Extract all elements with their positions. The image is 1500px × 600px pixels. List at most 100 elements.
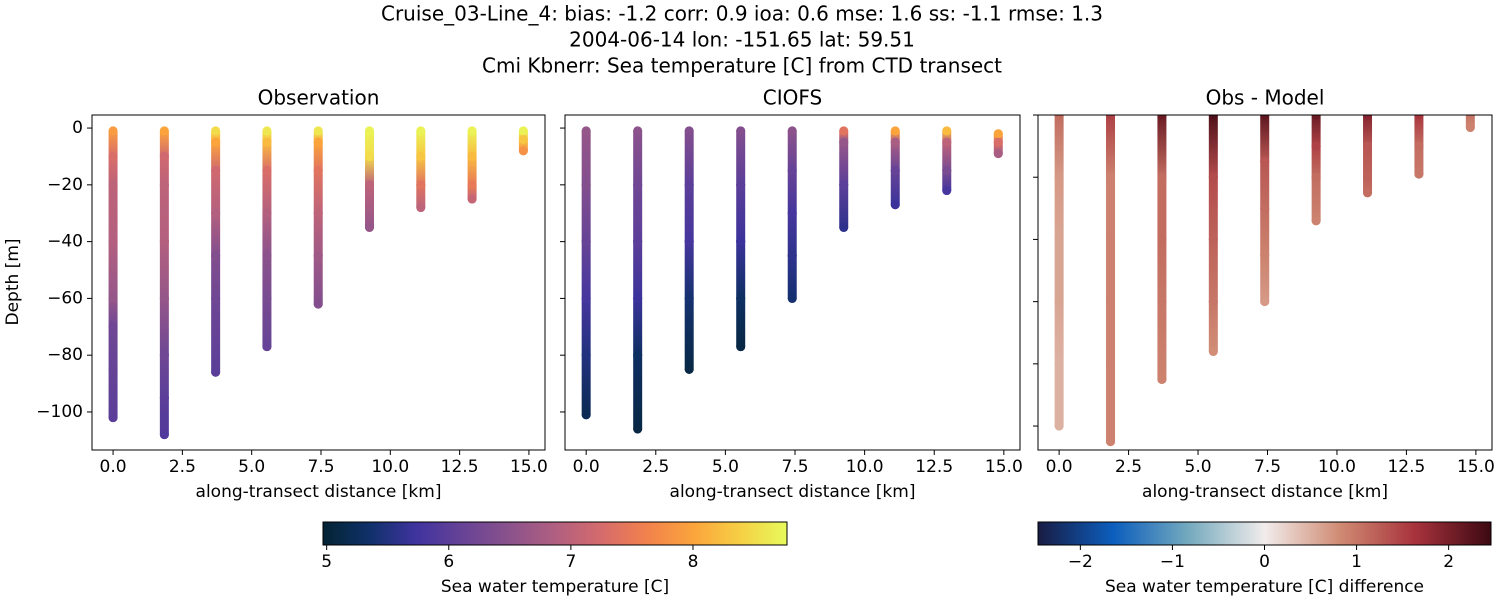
plot-area: [108, 126, 528, 440]
sample-point: [1260, 297, 1270, 307]
sample-point: [467, 194, 477, 204]
sample-point: [1208, 297, 1218, 307]
sample-point: [1054, 115, 1064, 120]
x-tick-label: 2.5: [642, 457, 669, 477]
sample-point: [1260, 157, 1270, 167]
sample-point: [1106, 297, 1116, 307]
axes-frame: [564, 114, 1021, 451]
sample-point: [365, 126, 375, 136]
sample-point: [518, 146, 528, 156]
sample-point: [1208, 346, 1218, 356]
x-tick-label: 2.5: [169, 457, 196, 477]
sample-point: [159, 126, 169, 136]
sample-point: [942, 166, 952, 176]
sample-point: [1311, 172, 1321, 182]
y-tick-label: −80: [47, 345, 83, 365]
x-axis-label: along-transect distance [km]: [196, 482, 442, 502]
sample-point: [581, 293, 591, 303]
sample-point: [1106, 115, 1116, 120]
colorbar-tick-label: 6: [443, 552, 454, 572]
colorbar-tick-label: 5: [321, 552, 332, 572]
sample-point: [684, 237, 694, 247]
x-axis-label: along-transect distance [km]: [1142, 482, 1388, 502]
sample-point: [1208, 115, 1218, 120]
sample-point: [942, 126, 952, 136]
plot-area: [1054, 115, 1475, 447]
panel-title: Obs - Model: [1206, 86, 1325, 110]
sample-point: [1157, 234, 1167, 244]
colorbar-tick-label: 0: [1259, 552, 1270, 572]
sample-point: [890, 137, 900, 147]
sample-point: [108, 237, 118, 247]
x-tick-label: 5.0: [238, 457, 265, 477]
sample-point: [108, 151, 118, 161]
sample-point: [1106, 172, 1116, 182]
sample-point: [108, 413, 118, 423]
sample-point: [1363, 141, 1373, 151]
sample-point: [1363, 172, 1373, 182]
sample-point: [736, 237, 746, 247]
sample-point: [211, 208, 221, 218]
sample-point: [211, 137, 221, 147]
x-tick-label: 10.0: [1318, 457, 1356, 477]
sample-point: [993, 149, 1003, 159]
sample-point: [1260, 203, 1270, 213]
sample-point: [942, 137, 952, 147]
sample-point: [787, 251, 797, 261]
sample-point: [365, 222, 375, 232]
sample-point: [736, 293, 746, 303]
sample-point: [262, 137, 272, 147]
sample-point: [1414, 115, 1424, 120]
y-tick-label: −40: [47, 232, 83, 252]
x-tick-label: 5.0: [1185, 457, 1212, 477]
colorbar-tick-label: 8: [688, 552, 699, 572]
y-tick-label: −100: [36, 402, 83, 422]
colorbar-tick-label: −1: [1160, 552, 1185, 572]
sample-point: [313, 208, 323, 218]
sample-point: [890, 200, 900, 210]
sample-point: [633, 350, 643, 360]
y-axis-label: Depth [m]: [3, 238, 23, 325]
sample-point: [839, 137, 849, 147]
sample-point: [1208, 172, 1218, 182]
sample-point: [313, 299, 323, 309]
sample-point: [839, 222, 849, 232]
sample-point: [1208, 234, 1218, 244]
x-tick-label: 2.5: [1115, 457, 1142, 477]
sample-point: [416, 126, 426, 136]
sample-point: [159, 180, 169, 190]
sample-point: [787, 166, 797, 176]
x-tick-label: 15.0: [1457, 457, 1495, 477]
sample-point: [416, 203, 426, 213]
x-tick-label: 7.5: [307, 457, 334, 477]
x-tick-label: 15.0: [510, 457, 548, 477]
sample-point: [108, 126, 118, 136]
colorbar-label: Sea water temperature [C] difference: [1105, 577, 1424, 597]
colorbar-tick-label: 1: [1351, 552, 1362, 572]
title-line: Cruise_03-Line_4: bias: -1.2 corr: 0.9 i…: [381, 2, 1103, 26]
x-tick-label: 15.0: [985, 457, 1023, 477]
sample-point: [211, 367, 221, 377]
sample-point: [467, 126, 477, 136]
sample-point: [581, 350, 591, 360]
sample-point: [1465, 115, 1475, 120]
panel-title: Observation: [258, 86, 380, 110]
sample-point: [787, 208, 797, 218]
sample-point: [159, 151, 169, 161]
x-tick-label: 0.0: [1046, 457, 1073, 477]
sample-point: [1260, 250, 1270, 260]
axes-frame: [91, 114, 546, 451]
sample-point: [262, 251, 272, 261]
y-tick-label: −60: [47, 288, 83, 308]
sample-point: [1157, 172, 1167, 182]
sample-point: [313, 126, 323, 136]
x-axis-label: along-transect distance [km]: [670, 482, 916, 502]
x-tick-label: 12.5: [1387, 457, 1425, 477]
sample-point: [839, 180, 849, 190]
sample-point: [313, 251, 323, 261]
sample-point: [633, 237, 643, 247]
sample-point: [942, 186, 952, 196]
sample-point: [684, 293, 694, 303]
sample-point: [467, 180, 477, 190]
